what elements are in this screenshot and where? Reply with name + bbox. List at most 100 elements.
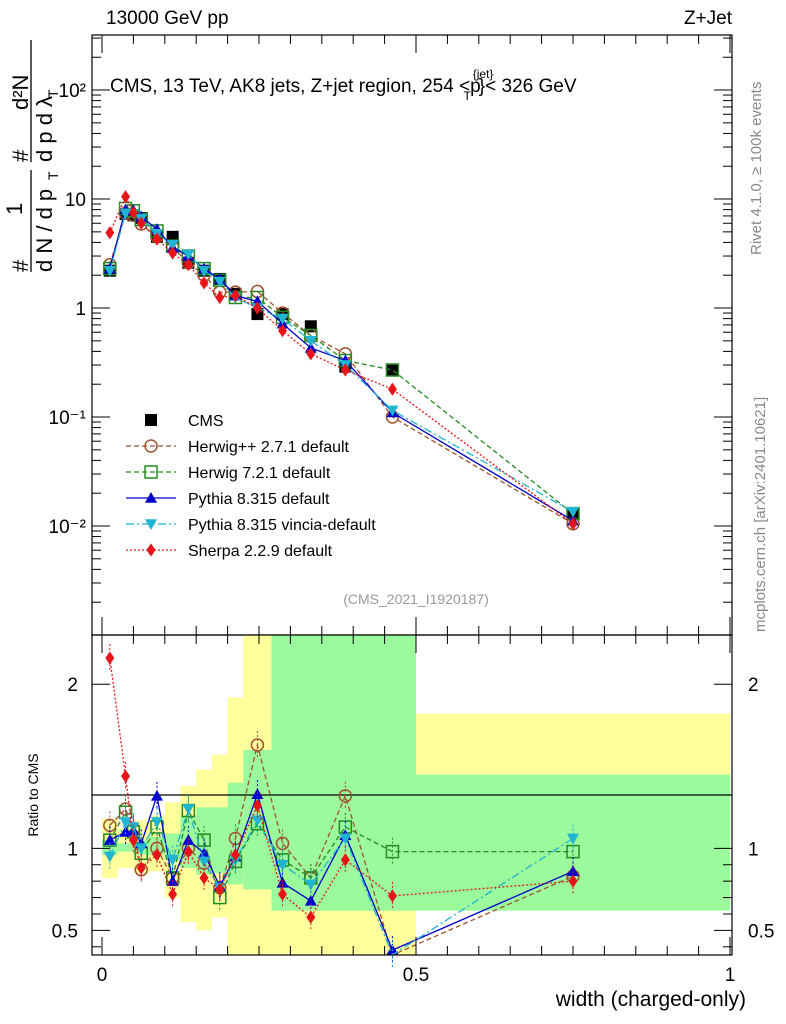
- header-process-label: Z+Jet: [684, 8, 733, 29]
- y-tick-label: 10: [65, 190, 86, 211]
- svg-text:d p d λ: d p d λ: [32, 96, 57, 162]
- data-point: [198, 265, 211, 277]
- ratio-point: [385, 844, 400, 859]
- header-energy-label: 13000 GeV pp: [106, 8, 229, 29]
- ratio-point: [152, 848, 162, 862]
- ratio-line: [109, 792, 574, 951]
- ratio-stat-band-bin: [362, 635, 416, 911]
- ratio-series-sherpa-2-2-9-default: [105, 643, 578, 932]
- ratio-axes: 0.5 0.5 1 1 2 2 0 0.5 1: [52, 635, 774, 986]
- ratio-point: [230, 848, 240, 862]
- main-series-layer: [103, 190, 580, 531]
- data-point: [276, 313, 289, 325]
- data-point: [306, 347, 316, 361]
- ratio-point: [339, 833, 352, 845]
- data-point: [121, 190, 131, 204]
- svg-text:d²N: d²N: [8, 75, 33, 110]
- ratio-point: [304, 879, 317, 891]
- legend-marker: [144, 465, 158, 479]
- ratio-point: [275, 836, 290, 851]
- data-point: [278, 324, 288, 338]
- data-point: [166, 240, 179, 251]
- ratio-point: [135, 843, 148, 855]
- ratio-point: [567, 833, 579, 845]
- ratio-y-tick-label-right: 1: [748, 839, 759, 860]
- legend-entry-cms: CMS: [145, 413, 224, 430]
- data-point: [168, 246, 178, 260]
- analysis-id-label: (CMS_2021_I1920187): [343, 591, 489, 607]
- ratio-series-layer: [103, 643, 580, 969]
- ratio-point: [121, 769, 131, 783]
- svg-text:T: T: [45, 89, 61, 98]
- legend-marker: [145, 414, 157, 426]
- data-point: [568, 517, 578, 531]
- data-point: [567, 507, 579, 518]
- ratio-point: [567, 865, 579, 877]
- legend-marker: [144, 439, 158, 453]
- legend-marker: [145, 492, 157, 503]
- legend-label: Herwig 7.2.1 default: [188, 465, 331, 482]
- data-point: [183, 258, 193, 272]
- data-point: [386, 405, 399, 417]
- ratio-point: [306, 910, 316, 924]
- data-point: [128, 206, 138, 220]
- legend-entry-herwig-7-2-1-default: Herwig 7.2.1 default: [126, 465, 331, 482]
- data-point: [182, 249, 195, 261]
- legend-entry-pythia-8-315-vincia-default: Pythia 8.315 vincia-default: [126, 517, 376, 534]
- ratio-point: [568, 874, 578, 888]
- ratio-y-tick-label: 0.5: [52, 921, 78, 942]
- legend-label: Pythia 8.315 default: [188, 491, 330, 508]
- plot-title: CMS, 13 TeV, AK8 jets, Z+jet region, 254…: [110, 67, 577, 103]
- ratio-point: [150, 817, 163, 829]
- legend: CMS Herwig++ 2.7.1 default Herwig 7.2.1 de…: [126, 413, 376, 560]
- series-line: [109, 195, 574, 525]
- x-tick-label: 0.5: [403, 965, 429, 986]
- ratio-stat-band-bin: [211, 807, 228, 873]
- y-tick-label: 1: [75, 299, 86, 320]
- ratio-point: [119, 817, 132, 829]
- ratio-point: [252, 799, 262, 813]
- ratio-point: [215, 882, 225, 896]
- ratio-y-tick-label-right: 0.5: [748, 921, 774, 942]
- ratio-point: [251, 815, 264, 827]
- ratio-point: [199, 871, 209, 885]
- series-sherpa-2-2-9-default: [105, 190, 578, 531]
- data-point: [304, 336, 317, 347]
- main-axes: 10⁻² 10⁻¹ 1 10 10²: [49, 35, 732, 636]
- ratio-point: [105, 651, 115, 665]
- svg-text:d N / d p: d N / d p: [32, 189, 57, 272]
- ratio-line: [109, 744, 574, 956]
- data-point: [213, 276, 226, 288]
- ratio-point: [183, 845, 193, 859]
- ratio-point: [150, 789, 163, 801]
- ratio-point: [304, 894, 317, 906]
- x-tick-label: 0: [97, 965, 108, 986]
- data-point: [252, 301, 262, 315]
- ratio-point: [278, 887, 288, 901]
- ratio-y-tick-label: 2: [67, 675, 78, 696]
- legend-entry-herwig-2-7-1-default: Herwig++ 2.7.1 default: [126, 439, 350, 456]
- data-point: [136, 216, 146, 230]
- main-y-axis-label: # 1 d N / d p T # d²N d p d λ T: [2, 40, 61, 272]
- svg-text:#: #: [8, 259, 33, 272]
- legend-label: Herwig++ 2.7.1 default: [188, 439, 350, 456]
- ratio-point: [182, 804, 195, 815]
- ratio-point: [166, 855, 179, 866]
- svg-text:T: T: [45, 171, 61, 180]
- ratio-y-axis-label: Ratio to CMS: [25, 753, 41, 836]
- x-axis-label: width (charged-only): [555, 988, 746, 1011]
- ratio-line: [109, 806, 574, 956]
- data-point: [103, 265, 116, 277]
- data-point: [152, 232, 162, 246]
- ratio-point: [276, 859, 289, 871]
- ratio-point: [103, 834, 116, 845]
- ratio-point: [103, 851, 116, 863]
- ratio-point: [250, 738, 265, 752]
- legend-label: Sherpa 2.2.9 default: [188, 543, 333, 560]
- legend-label: CMS: [188, 413, 224, 430]
- ratio-line: [109, 657, 574, 919]
- y-tick-label: 10²: [59, 81, 86, 102]
- ratio-panel-frame: [91, 634, 733, 956]
- data-point: [105, 226, 115, 240]
- legend-entry-sherpa-2-2-9-default: Sherpa 2.2.9 default: [126, 543, 333, 560]
